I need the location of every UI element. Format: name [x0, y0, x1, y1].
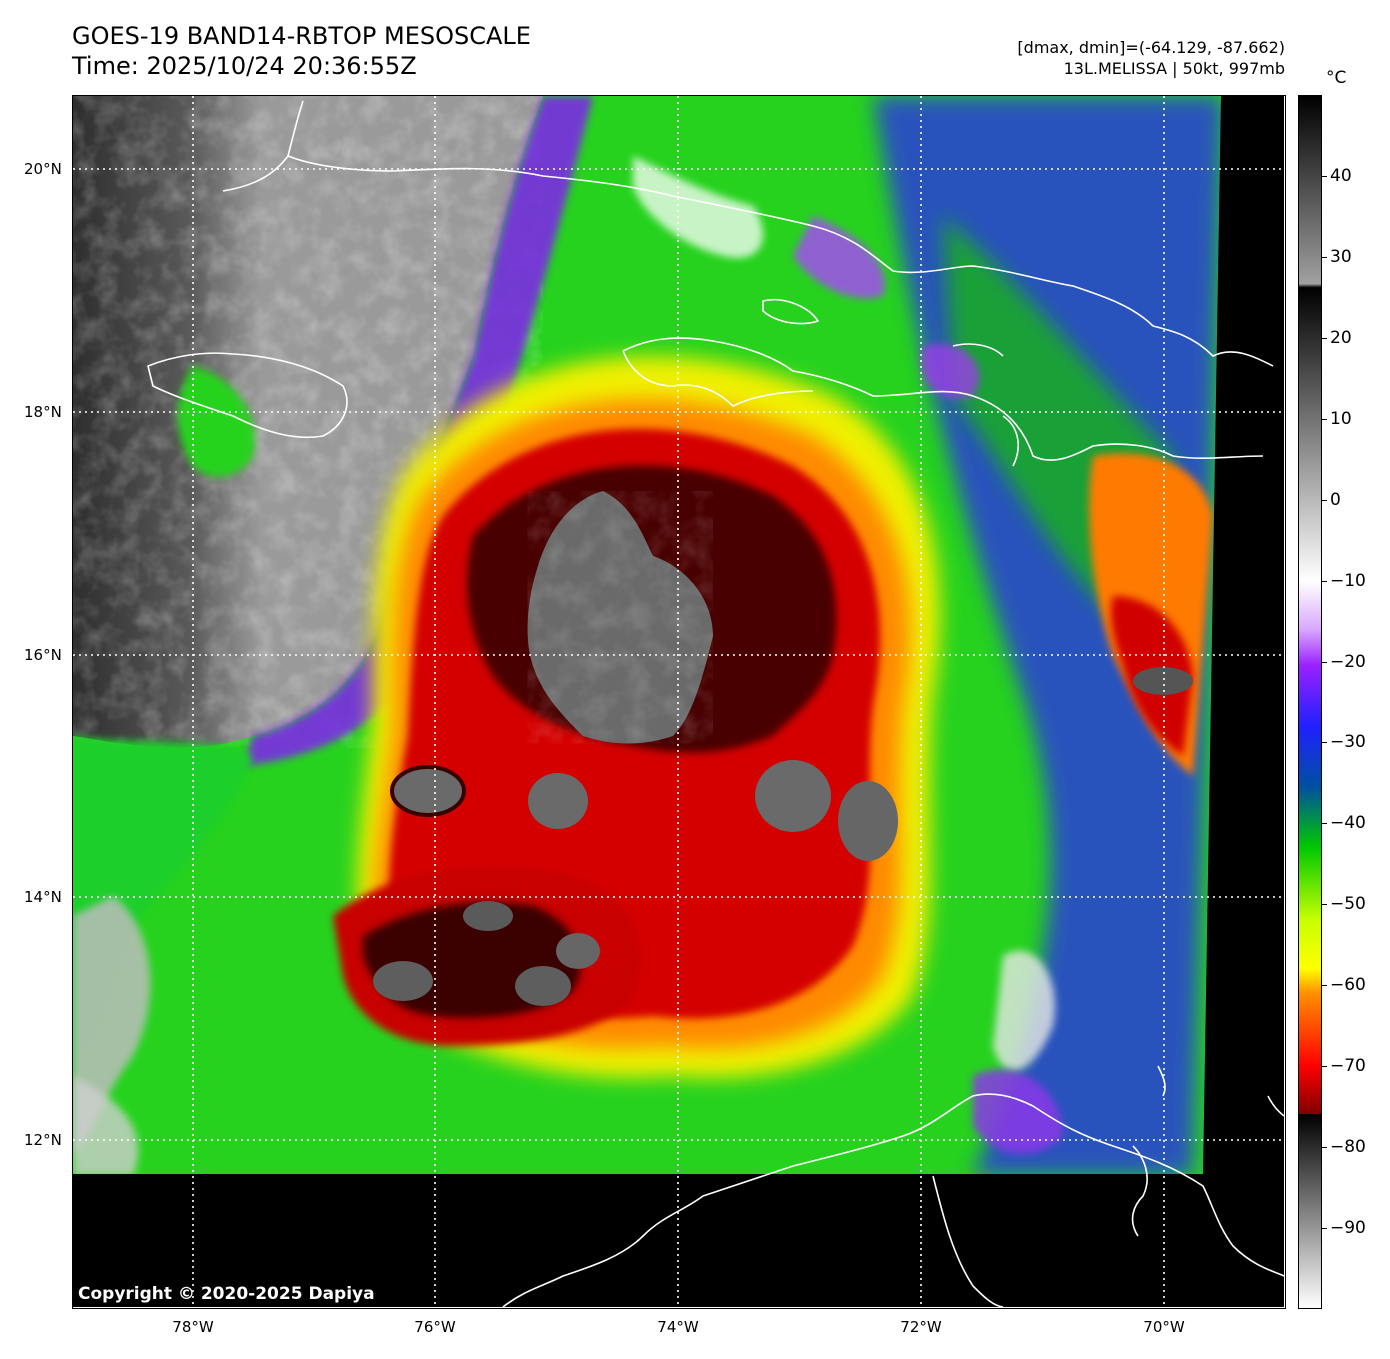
colorbar-tick-label: −90 [1330, 1218, 1366, 1239]
storm-info-label: 13L.MELISSA | 50kt, 997mb [1063, 59, 1285, 78]
colorbar-tick [1322, 742, 1327, 744]
colorbar-tick [1322, 904, 1327, 906]
colorbar-tick-label: −70 [1330, 1056, 1366, 1077]
lon-label-78w: 78°W [172, 1318, 214, 1336]
colorbar-tick [1322, 1147, 1327, 1149]
colorbar-tick-label: 40 [1330, 165, 1352, 186]
colorbar-tick [1322, 418, 1327, 420]
colorbar-tick [1322, 337, 1327, 339]
lon-label-72w: 72°W [900, 1318, 942, 1336]
colorbar-tick-label: −60 [1330, 975, 1366, 996]
colorbar-tick [1322, 823, 1327, 825]
colorbar-tick-label: 30 [1330, 246, 1352, 267]
colorbar-tick-label: 0 [1330, 489, 1341, 510]
colorbar-tick [1322, 580, 1327, 582]
copyright-text: Copyright © 2020-2025 Dapiya [78, 1284, 375, 1304]
colorbar-tick-label: 10 [1330, 408, 1352, 429]
lat-label-12n: 12°N [24, 1131, 62, 1149]
lat-label-18n: 18°N [24, 403, 62, 421]
colorbar-tick-label: −20 [1330, 651, 1366, 672]
colorbar-tick [1322, 1228, 1327, 1230]
colorbar-tick [1322, 499, 1327, 501]
colorbar-gradient [1299, 96, 1321, 1308]
lat-label-14n: 14°N [24, 888, 62, 906]
lon-label-74w: 74°W [657, 1318, 699, 1336]
satellite-map [72, 95, 1286, 1309]
colorbar [1298, 95, 1322, 1309]
colorbar-tick [1322, 661, 1327, 663]
colorbar-tick [1322, 256, 1327, 258]
colorbar-tick-label: −50 [1330, 894, 1366, 915]
colorbar-tick-label: 20 [1330, 327, 1352, 348]
lon-label-70w: 70°W [1143, 1318, 1185, 1336]
chart-title: GOES-19 BAND14-RBTOP MESOSCALE [72, 22, 531, 50]
colorbar-unit: °C [1326, 68, 1347, 88]
colorbar-tick-label: −40 [1330, 813, 1366, 834]
satellite-imagery [73, 96, 1284, 1307]
colorbar-tick [1322, 1066, 1327, 1068]
colorbar-tick-label: −30 [1330, 732, 1366, 753]
lon-label-76w: 76°W [414, 1318, 456, 1336]
colorbar-tick [1322, 175, 1327, 177]
lat-label-16n: 16°N [24, 646, 62, 664]
colorbar-tick-label: −80 [1330, 1137, 1366, 1158]
data-range-label: [dmax, dmin]=(-64.129, -87.662) [1017, 38, 1285, 57]
time-label: Time: 2025/10/24 20:36:55Z [72, 52, 417, 80]
lat-label-20n: 20°N [24, 160, 62, 178]
colorbar-tick-label: −10 [1330, 570, 1366, 591]
colorbar-tick [1322, 985, 1327, 987]
